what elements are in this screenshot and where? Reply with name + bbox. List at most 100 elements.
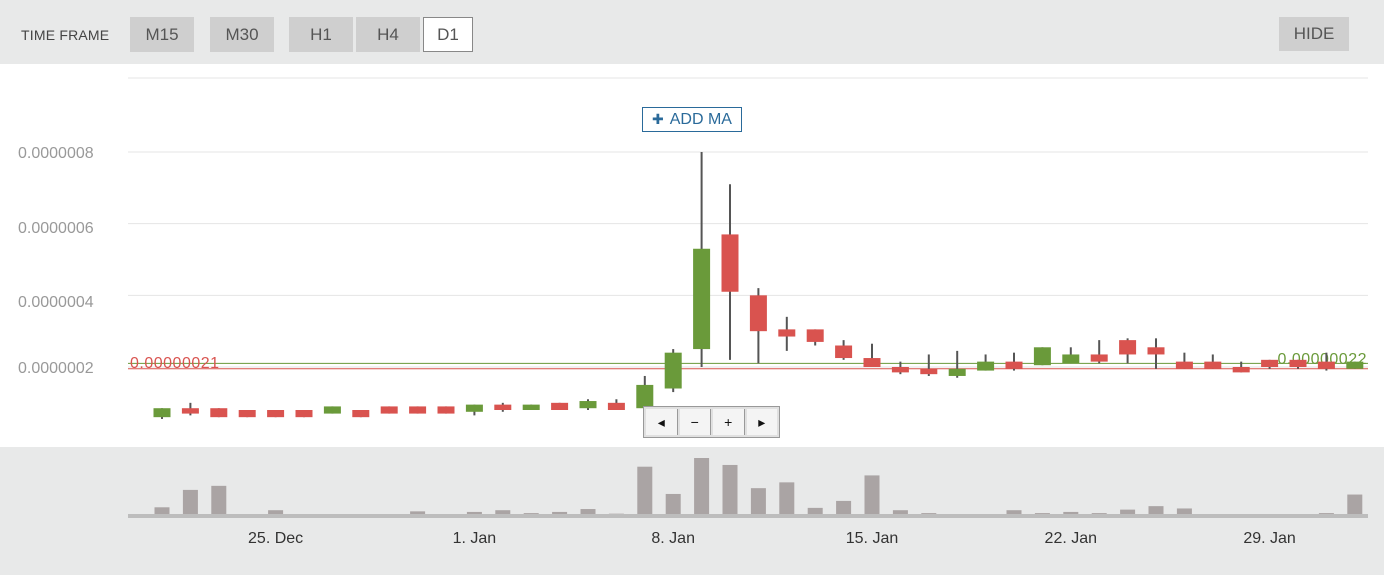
candle-body <box>323 406 341 414</box>
volume-bar <box>552 511 568 516</box>
candle-body <box>210 408 228 418</box>
x-tick-label: 22. Jan <box>1045 530 1097 547</box>
volume-bar <box>864 475 880 516</box>
candle-body <box>267 410 285 418</box>
candle-body <box>721 234 739 292</box>
volume-bar <box>580 509 596 516</box>
volume-bar <box>1347 494 1363 516</box>
candle-body <box>835 345 853 359</box>
candle-body <box>778 329 796 337</box>
candle-body <box>437 406 455 414</box>
timeframe-h1-button[interactable]: H1 <box>289 17 353 52</box>
y-axis: 0.0000002 0.0000004 0.0000006 0.0000008 <box>18 145 94 377</box>
volume-bar <box>154 507 170 516</box>
candle-body <box>1147 347 1165 355</box>
candles <box>153 152 1364 419</box>
candle-body <box>579 401 597 409</box>
volume-bar <box>892 510 908 516</box>
candle-body <box>295 410 313 418</box>
zoom-out-button[interactable]: − <box>679 409 711 435</box>
candle-body <box>1175 361 1193 369</box>
x-tick-label: 1. Jan <box>453 530 497 547</box>
x-tick-label: 29. Jan <box>1243 530 1295 547</box>
y-tick-label: 0.0000002 <box>18 360 94 377</box>
candle-body <box>494 404 512 410</box>
candle-body <box>1062 354 1080 364</box>
volume-bar <box>1063 511 1079 516</box>
candle-body <box>1204 361 1222 369</box>
toolbar: TIME FRAME M15 M30 H1 H4 D1 HIDE <box>0 0 1384 64</box>
candle-body <box>1090 354 1108 362</box>
hide-button[interactable]: HIDE <box>1279 17 1349 51</box>
candle-body <box>1033 347 1051 366</box>
bid-price-label: 0.00000021 <box>130 355 220 372</box>
candle-body <box>238 410 256 418</box>
timeframe-m30-button[interactable]: M30 <box>210 17 274 52</box>
price-lines <box>128 362 1368 370</box>
volume-bar <box>750 488 766 516</box>
volume-bar <box>807 507 823 516</box>
y-tick-label: 0.0000006 <box>18 220 94 237</box>
candle-body <box>1317 361 1335 369</box>
candle-body <box>977 361 995 371</box>
candle-body <box>465 404 483 412</box>
candle-body <box>153 408 171 418</box>
candle-body <box>806 329 824 342</box>
candle-body <box>636 384 654 409</box>
candle-body <box>1232 367 1250 373</box>
x-tick-label: 8. Jan <box>651 530 695 547</box>
y-tick-label: 0.0000008 <box>18 145 94 162</box>
volume-bar <box>410 511 426 516</box>
add-ma-button[interactable]: ✚ ADD MA <box>642 107 742 132</box>
candle-body <box>380 406 398 414</box>
candle-body <box>522 404 540 410</box>
candle-body <box>693 248 711 350</box>
timeframe-h4-button[interactable]: H4 <box>356 17 420 52</box>
volume-bar <box>694 458 710 516</box>
volume-bar <box>211 485 227 516</box>
scroll-left-button[interactable]: ◂ <box>646 409 678 435</box>
candle-body <box>1005 361 1023 369</box>
candle-body <box>1261 359 1279 367</box>
candle-body <box>664 352 682 389</box>
candle-body <box>181 408 199 414</box>
volume-bar <box>836 500 852 516</box>
volume-bar <box>495 510 511 516</box>
scroll-right-button[interactable]: ▸ <box>746 409 777 435</box>
candle-body <box>749 295 767 332</box>
candle-body <box>1346 361 1364 369</box>
timeframe-m15-button[interactable]: M15 <box>130 17 194 52</box>
volume-bar <box>779 482 795 516</box>
volume-bar <box>637 466 653 516</box>
candle-body <box>607 402 625 410</box>
volume-baseline <box>128 514 1368 518</box>
volume-panel <box>0 447 1384 575</box>
x-tick-label: 25. Dec <box>248 530 303 547</box>
volume-bars <box>128 458 1368 518</box>
volume-bar <box>1120 509 1136 516</box>
y-tick-label: 0.0000004 <box>18 294 94 311</box>
candle-body <box>409 406 427 414</box>
volume-bar <box>722 464 738 516</box>
volume-bar <box>182 489 198 516</box>
candle-body <box>863 358 881 367</box>
timeframe-d1-button[interactable]: D1 <box>423 17 473 52</box>
volume-bar <box>665 493 681 516</box>
candle-body <box>948 368 966 376</box>
navigator-controls: ◂ − + ▸ <box>643 406 780 438</box>
volume-bar <box>268 510 284 516</box>
candle-body <box>551 402 569 410</box>
candle-body <box>352 410 370 418</box>
x-axis: 25. Dec 1. Jan 8. Jan 15. Jan 22. Jan 29… <box>248 530 1296 547</box>
volume-bar <box>466 511 482 516</box>
candle-body <box>1289 359 1307 367</box>
volume-bar <box>1176 508 1192 516</box>
timeframe-label: TIME FRAME <box>21 27 110 43</box>
candle-body <box>891 367 909 373</box>
volume-bar <box>1006 510 1022 516</box>
candle-body <box>1119 340 1137 355</box>
add-ma-label: ADD MA <box>669 110 732 128</box>
candle-body <box>920 368 938 375</box>
zoom-in-button[interactable]: + <box>713 409 745 435</box>
